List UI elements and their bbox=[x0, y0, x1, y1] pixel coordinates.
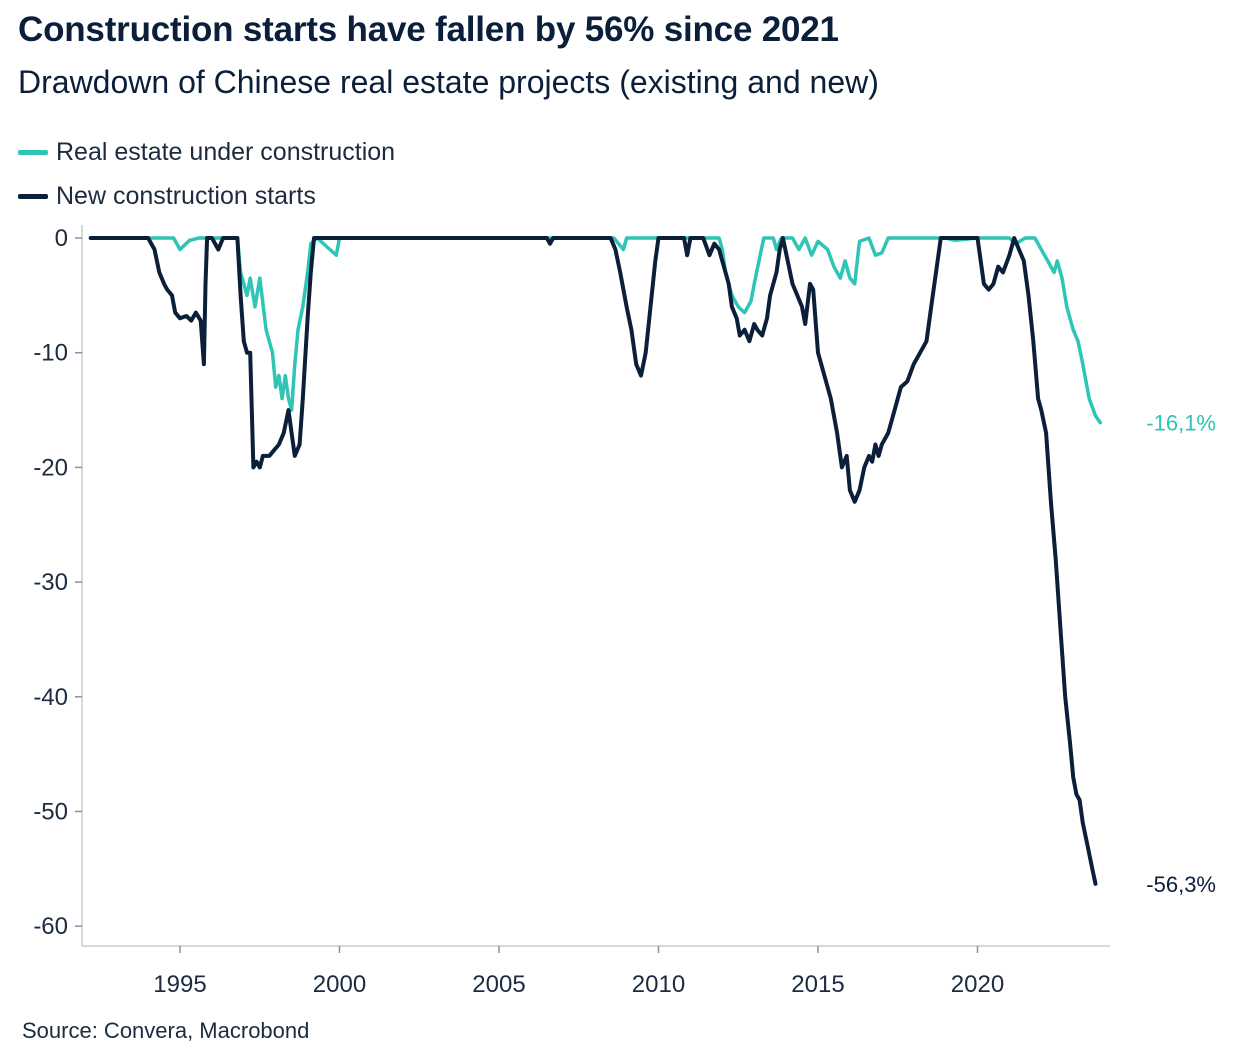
series-line-under-construction bbox=[88, 236, 1103, 425]
legend-label-under-construction: Real estate under construction bbox=[56, 137, 396, 166]
y-tick-label: 0 bbox=[55, 225, 68, 252]
x-tick-label: 2010 bbox=[632, 971, 685, 998]
y-tick-label: -40 bbox=[33, 684, 68, 711]
y-tick-label: -60 bbox=[33, 913, 68, 940]
y-tick-label: -30 bbox=[33, 569, 68, 596]
legend: Real estate under construction New const… bbox=[18, 130, 395, 218]
y-tick-label: -10 bbox=[33, 340, 68, 367]
x-tick-label: 2000 bbox=[313, 971, 366, 998]
end-label-new-starts: -56,3% bbox=[1146, 872, 1216, 897]
x-tick-label: 2005 bbox=[472, 971, 525, 998]
end-label-under-construction: -16,1% bbox=[1146, 411, 1216, 436]
chart-title: Construction starts have fallen by 56% s… bbox=[18, 10, 839, 49]
source-note: Source: Convera, Macrobond bbox=[22, 1018, 310, 1043]
legend-item-under-construction: Real estate under construction bbox=[18, 130, 395, 174]
x-tick-label: 2015 bbox=[791, 971, 844, 998]
legend-swatch-under-construction bbox=[18, 149, 48, 155]
legend-swatch-new-starts bbox=[18, 193, 48, 199]
legend-label-new-starts: New construction starts bbox=[56, 181, 316, 210]
legend-item-new-starts: New construction starts bbox=[18, 174, 395, 218]
y-tick-label: -50 bbox=[33, 799, 68, 826]
x-tick-label: 2020 bbox=[951, 971, 1004, 998]
x-tick-label: 1995 bbox=[153, 971, 206, 998]
y-tick-label: -20 bbox=[33, 454, 68, 481]
series-line-new-starts bbox=[88, 236, 1098, 886]
chart-subtitle: Drawdown of Chinese real estate projects… bbox=[18, 64, 879, 100]
